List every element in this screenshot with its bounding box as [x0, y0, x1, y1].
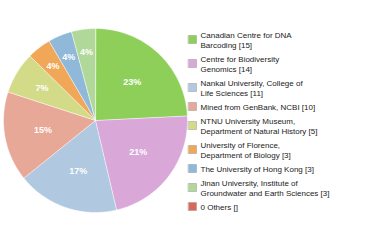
svg-text:15%: 15%: [34, 125, 52, 135]
svg-text:4%: 4%: [47, 61, 60, 71]
svg-text:Canadian Centre for DNABarcodi: Canadian Centre for DNABarcoding [15]: [201, 31, 293, 50]
svg-text:Mined from GenBank, NCBI [10]: Mined from GenBank, NCBI [10]: [201, 103, 316, 112]
svg-text:University of Florence,Departm: University of Florence,Department of Bio…: [201, 141, 291, 160]
svg-text:0 Others []: 0 Others []: [201, 203, 238, 212]
svg-text:4%: 4%: [80, 47, 93, 57]
svg-text:Centre for BiodiversityGenomic: Centre for BiodiversityGenomics [14]: [201, 55, 280, 74]
svg-text:4%: 4%: [62, 52, 75, 62]
svg-text:The University of Hong Kong [3: The University of Hong Kong [3]: [201, 165, 314, 174]
svg-text:Jinan University, Institute of: Jinan University, Institute ofGroundwate…: [201, 179, 330, 198]
svg-text:23%: 23%: [123, 77, 141, 87]
svg-text:17%: 17%: [69, 166, 87, 176]
svg-text:NTNU University Museum,Departm: NTNU University Museum,Department of Nat…: [201, 117, 318, 136]
svg-text:21%: 21%: [129, 147, 147, 157]
svg-text:7%: 7%: [36, 83, 49, 93]
svg-text:Nankai University, College ofL: Nankai University, College ofLife Scienc…: [201, 79, 304, 98]
